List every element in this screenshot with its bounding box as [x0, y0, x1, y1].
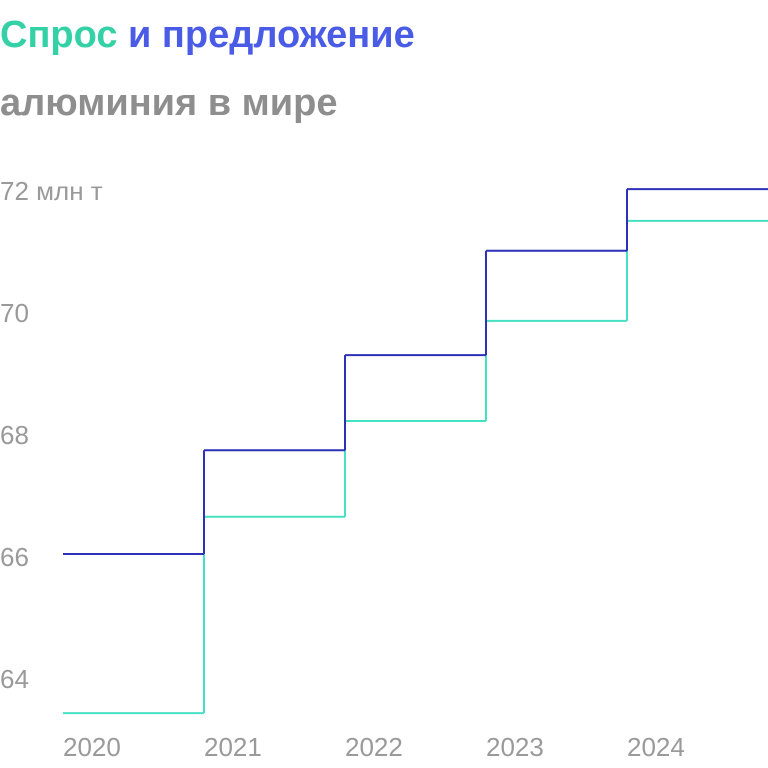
x-tick-label: 2021: [204, 732, 262, 762]
y-tick-label: 66: [0, 542, 29, 572]
x-tick-label: 2020: [63, 732, 121, 762]
title-part: алюминия в мире: [0, 82, 337, 124]
y-tick-label: 72 млн т: [0, 176, 103, 206]
x-tick-label: 2022: [345, 732, 403, 762]
y-tick-label: 64: [0, 664, 29, 694]
x-tick-label: 2023: [486, 732, 544, 762]
title-part: и предложение: [128, 14, 415, 56]
chart-title: Спрос и предложение: [0, 14, 415, 56]
title-part: Спрос: [0, 14, 117, 56]
x-tick-label: 2024: [627, 732, 685, 762]
y-tick-label: 68: [0, 420, 29, 450]
y-tick-label: 70: [0, 298, 29, 328]
chart-subtitle: алюминия в мире: [0, 82, 337, 124]
